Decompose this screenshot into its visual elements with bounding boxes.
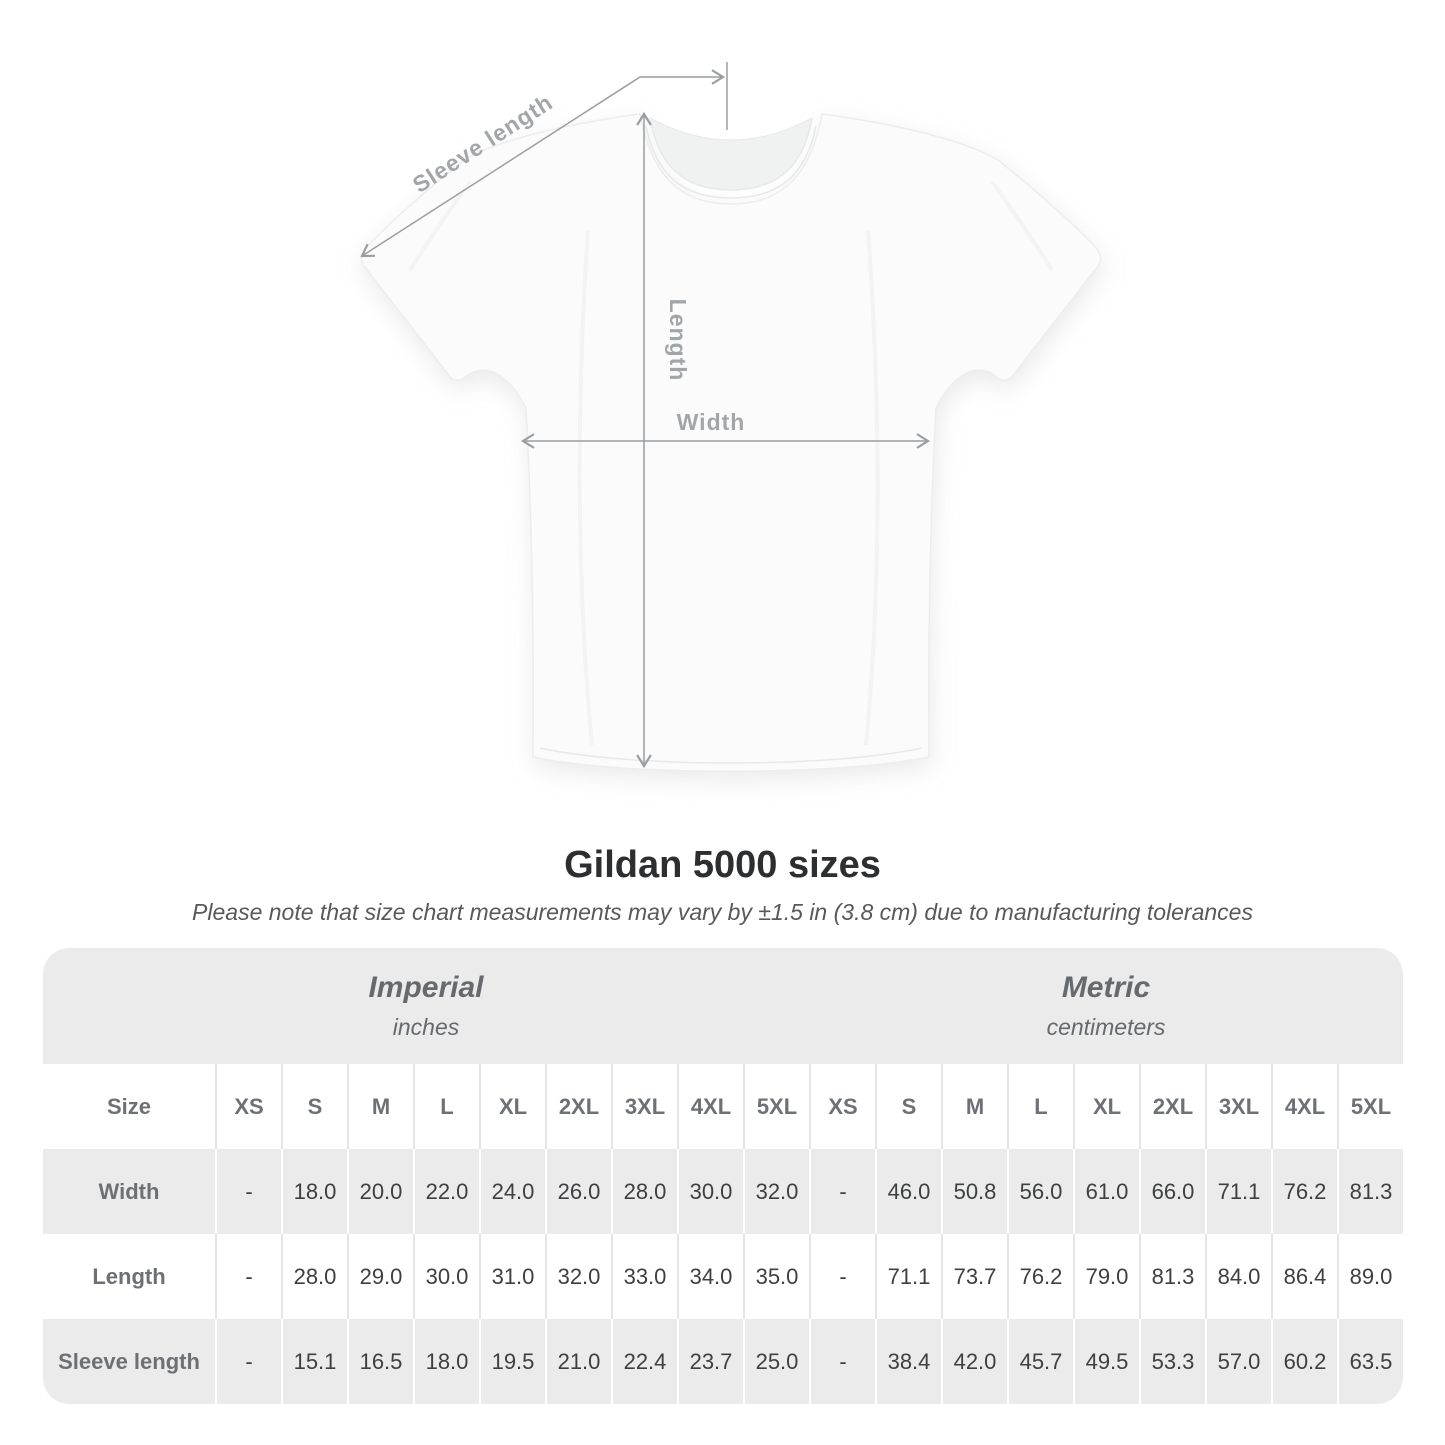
- value-imperial-sleeve-length-3xl: 22.4: [611, 1319, 677, 1404]
- value-imperial-sleeve-length-4xl: 23.7: [677, 1319, 743, 1404]
- size-header-metric-xs: XS: [809, 1064, 875, 1149]
- value-metric-sleeve-length-2xl: 53.3: [1139, 1319, 1205, 1404]
- value-imperial-length-5xl: 35.0: [743, 1234, 809, 1319]
- size-header-imperial-l: L: [413, 1064, 479, 1149]
- value-metric-width-l: 56.0: [1007, 1149, 1073, 1234]
- value-metric-sleeve-length-4xl: 60.2: [1271, 1319, 1337, 1404]
- size-header-imperial-3xl: 3XL: [611, 1064, 677, 1149]
- size-header-imperial-xs: XS: [215, 1064, 281, 1149]
- collar-inside-shadow: [649, 117, 813, 191]
- value-metric-length-4xl: 86.4: [1271, 1234, 1337, 1319]
- value-metric-sleeve-length-xs: -: [809, 1319, 875, 1404]
- value-metric-sleeve-length-l: 45.7: [1007, 1319, 1073, 1404]
- value-imperial-width-m: 20.0: [347, 1149, 413, 1234]
- value-imperial-sleeve-length-5xl: 25.0: [743, 1319, 809, 1404]
- value-metric-sleeve-length-m: 42.0: [941, 1319, 1007, 1404]
- size-header-imperial-xl: XL: [479, 1064, 545, 1149]
- value-imperial-length-4xl: 34.0: [677, 1234, 743, 1319]
- value-metric-width-m: 50.8: [941, 1149, 1007, 1234]
- title-block: Gildan 5000 sizes Please note that size …: [0, 846, 1445, 926]
- size-header-imperial-s: S: [281, 1064, 347, 1149]
- page-title: Gildan 5000 sizes: [564, 844, 881, 886]
- value-metric-length-s: 71.1: [875, 1234, 941, 1319]
- measurement-arrows: [360, 62, 931, 769]
- value-metric-sleeve-length-5xl: 63.5: [1337, 1319, 1403, 1404]
- size-column-header: Size: [43, 1064, 215, 1149]
- metric-unit: centimeters: [1046, 1014, 1166, 1040]
- tolerance-note: Please note that size chart measurements…: [192, 899, 1253, 925]
- size-header-metric-4xl: 4XL: [1271, 1064, 1337, 1149]
- value-imperial-width-4xl: 30.0: [677, 1149, 743, 1234]
- value-metric-width-2xl: 66.0: [1139, 1149, 1205, 1234]
- value-imperial-length-m: 29.0: [347, 1234, 413, 1319]
- value-imperial-sleeve-length-m: 16.5: [347, 1319, 413, 1404]
- value-metric-length-m: 73.7: [941, 1234, 1007, 1319]
- value-imperial-length-2xl: 32.0: [545, 1234, 611, 1319]
- value-imperial-length-xl: 31.0: [479, 1234, 545, 1319]
- value-imperial-length-3xl: 33.0: [611, 1234, 677, 1319]
- value-imperial-width-xs: -: [215, 1149, 281, 1234]
- value-metric-length-5xl: 89.0: [1337, 1234, 1403, 1319]
- tshirt-measurement-diagram: Sleeve length Length Width: [360, 62, 1102, 772]
- value-metric-width-3xl: 71.1: [1205, 1149, 1271, 1234]
- value-metric-length-xs: -: [809, 1234, 875, 1319]
- length-label: Length: [665, 299, 691, 382]
- value-metric-length-2xl: 81.3: [1139, 1234, 1205, 1319]
- value-imperial-length-xs: -: [215, 1234, 281, 1319]
- value-metric-width-s: 46.0: [875, 1149, 941, 1234]
- width-label: Width: [677, 409, 746, 435]
- value-imperial-length-l: 30.0: [413, 1234, 479, 1319]
- value-imperial-length-s: 28.0: [281, 1234, 347, 1319]
- value-metric-sleeve-length-xl: 49.5: [1073, 1319, 1139, 1404]
- imperial-label: Imperial: [368, 971, 484, 1004]
- size-header-metric-m: M: [941, 1064, 1007, 1149]
- value-metric-sleeve-length-3xl: 57.0: [1205, 1319, 1271, 1404]
- size-header-metric-5xl: 5XL: [1337, 1064, 1403, 1149]
- row-label-length: Length: [43, 1234, 215, 1319]
- value-imperial-width-s: 18.0: [281, 1149, 347, 1234]
- value-metric-length-3xl: 84.0: [1205, 1234, 1271, 1319]
- value-metric-width-xs: -: [809, 1149, 875, 1234]
- imperial-unit: inches: [392, 1014, 460, 1040]
- metric-label: Metric: [1061, 971, 1151, 1004]
- unit-group-imperial: Imperial inches: [43, 948, 809, 1064]
- sleeve-length-arrow: [360, 69, 726, 258]
- value-imperial-sleeve-length-xs: -: [215, 1319, 281, 1404]
- value-metric-length-xl: 79.0: [1073, 1234, 1139, 1319]
- unit-group-metric: Metric centimeters: [809, 948, 1403, 1064]
- value-metric-width-5xl: 81.3: [1337, 1149, 1403, 1234]
- size-header-metric-xl: XL: [1073, 1064, 1139, 1149]
- row-label-width: Width: [43, 1149, 215, 1234]
- size-header-imperial-2xl: 2XL: [545, 1064, 611, 1149]
- value-metric-width-4xl: 76.2: [1271, 1149, 1337, 1234]
- tshirt-illustration: [360, 113, 1102, 772]
- value-imperial-sleeve-length-xl: 19.5: [479, 1319, 545, 1404]
- size-header-metric-3xl: 3XL: [1205, 1064, 1271, 1149]
- size-header-imperial-m: M: [347, 1064, 413, 1149]
- size-header-imperial-4xl: 4XL: [677, 1064, 743, 1149]
- size-header-metric-s: S: [875, 1064, 941, 1149]
- size-header-metric-2xl: 2XL: [1139, 1064, 1205, 1149]
- value-imperial-width-l: 22.0: [413, 1149, 479, 1234]
- value-metric-sleeve-length-s: 38.4: [875, 1319, 941, 1404]
- size-header-imperial-5xl: 5XL: [743, 1064, 809, 1149]
- value-imperial-width-5xl: 32.0: [743, 1149, 809, 1234]
- value-imperial-sleeve-length-2xl: 21.0: [545, 1319, 611, 1404]
- row-label-sleeve-length: Sleeve length: [43, 1319, 215, 1404]
- value-imperial-sleeve-length-s: 15.1: [281, 1319, 347, 1404]
- value-imperial-width-3xl: 28.0: [611, 1149, 677, 1234]
- value-metric-width-xl: 61.0: [1073, 1149, 1139, 1234]
- value-imperial-width-xl: 24.0: [479, 1149, 545, 1234]
- size-header-metric-l: L: [1007, 1064, 1073, 1149]
- value-imperial-width-2xl: 26.0: [545, 1149, 611, 1234]
- value-metric-length-l: 76.2: [1007, 1234, 1073, 1319]
- value-imperial-sleeve-length-l: 18.0: [413, 1319, 479, 1404]
- size-chart-table: Imperial inches Metric centimeters Size X…: [43, 948, 1403, 1404]
